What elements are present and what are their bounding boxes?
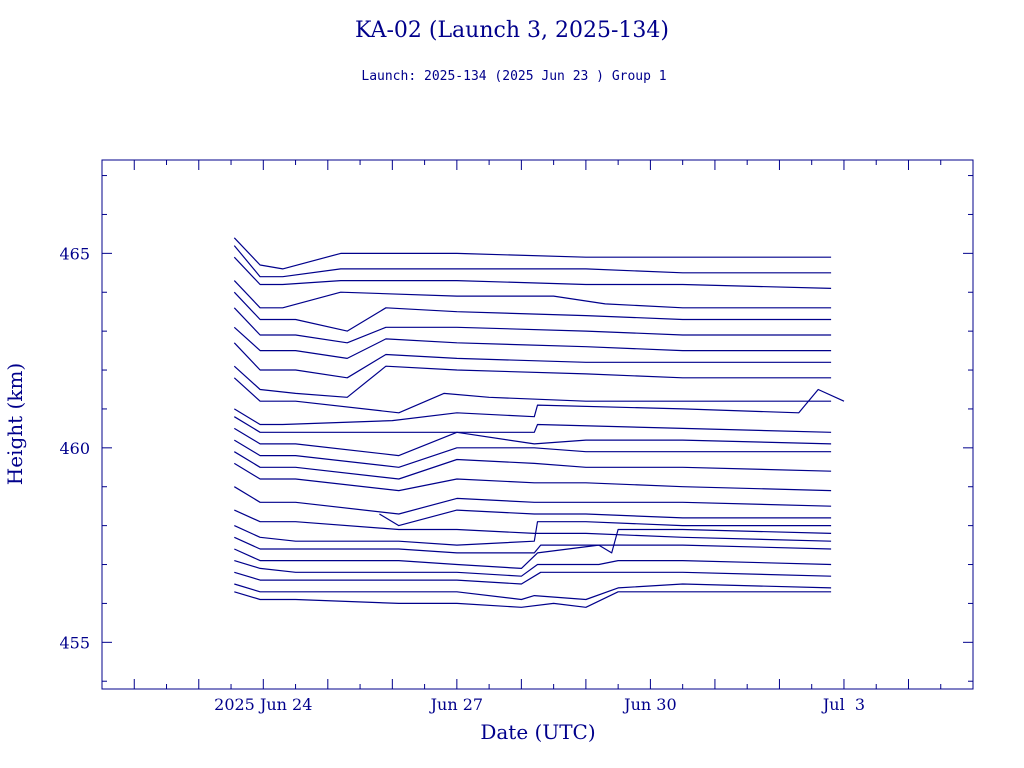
y-tick-label: 455 [59, 633, 90, 652]
x-tick-label: 2025 Jun 24 [214, 695, 312, 714]
series-line-19 [234, 509, 832, 542]
series-line-18 [379, 509, 832, 527]
chart-subtitle: Launch: 2025-134 (2025 Jun 23 ) Group 1 [361, 69, 666, 84]
series-line-13 [233, 427, 832, 457]
y-axis-label: Height (km) [3, 363, 27, 485]
series-line-1 [233, 237, 832, 270]
series-line-6 [233, 307, 832, 344]
series-line-2 [233, 245, 832, 278]
chart-title: KA-02 (Launch 3, 2025-134) [355, 18, 669, 43]
series-line-7 [233, 326, 832, 359]
axis-tick-labels: 2025 Jun 24 Jun 27 Jun 30 Jul 3 455 460 465 [59, 244, 865, 714]
plot-frame [101, 159, 974, 690]
series-line-14 [233, 439, 832, 468]
series-line-8 [233, 342, 832, 379]
series-line-25 [234, 583, 832, 601]
series-line-22 [234, 528, 832, 570]
series-line-3 [233, 256, 832, 289]
x-tick-label: Jul 3 [821, 695, 865, 714]
series-line-20 [234, 521, 832, 546]
x-tick-label: Jun 27 [429, 695, 483, 714]
series-line-26 [234, 591, 832, 608]
series-line-24 [234, 571, 832, 585]
y-tick-label: 460 [59, 439, 90, 458]
series-line-23 [234, 559, 832, 577]
series-line-16 [233, 462, 832, 492]
series-line-17 [233, 486, 832, 515]
series-line-11 [233, 388, 845, 426]
series-line-15 [233, 451, 832, 480]
series-line-12 [233, 416, 832, 433]
x-axis-label: Date (UTC) [480, 720, 595, 744]
axis-ticks [101, 160, 974, 689]
x-tick-label: Jun 30 [622, 695, 676, 714]
series-line-9 [233, 365, 832, 398]
series-line-5 [233, 291, 832, 332]
series-lines [233, 237, 845, 608]
y-tick-label: 465 [59, 244, 90, 263]
series-line-10 [233, 377, 832, 414]
series-line-21 [234, 536, 832, 554]
series-line-4 [233, 280, 832, 309]
